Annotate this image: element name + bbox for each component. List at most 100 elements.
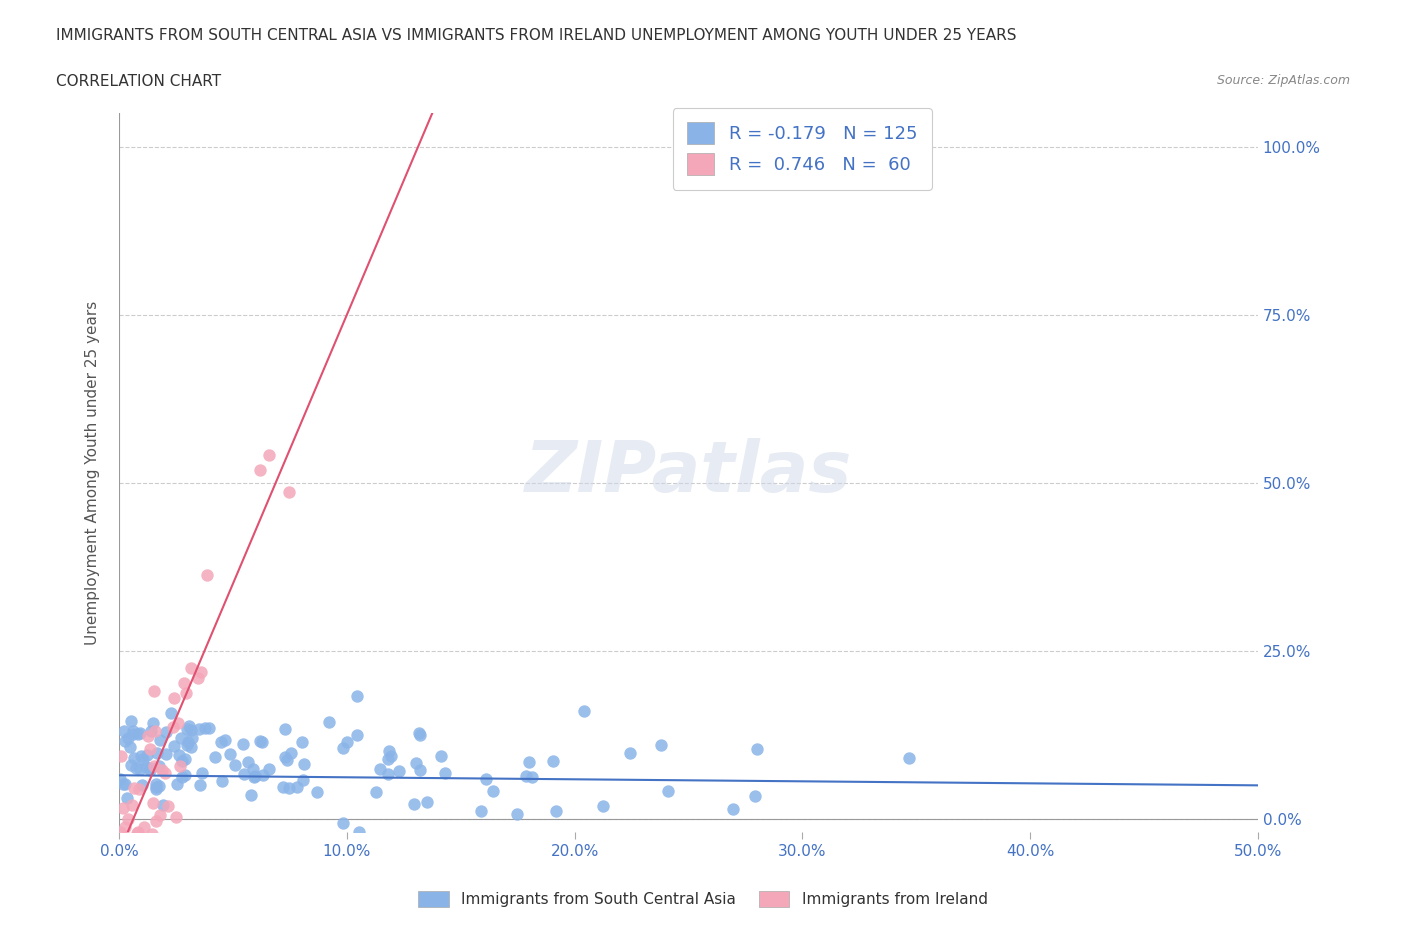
Point <box>149 732 172 747</box>
Point <box>592 798 614 813</box>
Point <box>112 845 135 860</box>
Point <box>115 830 138 845</box>
Point <box>122 751 145 765</box>
Point <box>190 665 212 680</box>
Point <box>515 768 537 783</box>
Point <box>165 809 187 824</box>
Point <box>204 749 226 764</box>
Point <box>170 730 193 745</box>
Point <box>249 734 271 749</box>
Point <box>170 753 193 768</box>
Point <box>157 799 180 814</box>
Point <box>169 758 191 773</box>
Point <box>274 749 297 764</box>
Point <box>132 819 155 834</box>
Point <box>145 777 167 791</box>
Point <box>148 845 170 860</box>
Point <box>127 825 149 840</box>
Point <box>143 845 166 860</box>
Point <box>136 845 159 860</box>
Point <box>238 754 260 769</box>
Point <box>110 845 132 860</box>
Point <box>276 752 298 767</box>
Text: CORRELATION CHART: CORRELATION CHART <box>56 74 221 89</box>
Point <box>232 737 254 751</box>
Point <box>142 715 165 730</box>
Point <box>122 724 145 738</box>
Point <box>150 763 173 777</box>
Point <box>181 731 204 746</box>
Point <box>166 777 188 791</box>
Point <box>336 735 359 750</box>
Point <box>180 739 202 754</box>
Point <box>280 746 302 761</box>
Point <box>404 797 426 812</box>
Point <box>174 767 197 782</box>
Point <box>332 816 354 830</box>
Point <box>505 806 527 821</box>
Point <box>176 737 198 752</box>
Point <box>409 763 432 777</box>
Point <box>318 714 340 729</box>
Point <box>180 723 202 737</box>
Point <box>129 725 152 740</box>
Point <box>132 751 155 766</box>
Point <box>252 768 274 783</box>
Point <box>257 447 280 462</box>
Point <box>155 747 177 762</box>
Point <box>149 807 172 822</box>
Point <box>160 706 183 721</box>
Point <box>141 827 163 842</box>
Point <box>170 769 193 784</box>
Text: IMMIGRANTS FROM SOUTH CENTRAL ASIA VS IMMIGRANTS FROM IRELAND UNEMPLOYMENT AMONG: IMMIGRANTS FROM SOUTH CENTRAL ASIA VS IM… <box>56 28 1017 43</box>
Point <box>152 845 174 860</box>
Point <box>187 671 209 685</box>
Point <box>243 769 266 784</box>
Point <box>122 781 145 796</box>
Point <box>257 762 280 777</box>
Point <box>111 845 134 860</box>
Point <box>274 722 297 737</box>
Point <box>572 703 595 718</box>
Point <box>292 773 315 788</box>
Point <box>243 769 266 784</box>
Point <box>145 814 167 829</box>
Point <box>112 801 135 816</box>
Point <box>277 485 299 499</box>
Point <box>139 741 162 756</box>
Point <box>142 684 165 698</box>
Point <box>305 784 328 799</box>
Point <box>897 751 920 765</box>
Point <box>129 845 152 860</box>
Point <box>285 779 308 794</box>
Point <box>118 739 141 754</box>
Point <box>167 748 190 763</box>
Point <box>131 748 153 763</box>
Point <box>224 757 246 772</box>
Point <box>162 720 184 735</box>
Point <box>145 746 167 761</box>
Point <box>408 725 430 740</box>
Point <box>117 790 139 805</box>
Point <box>405 756 427 771</box>
Point <box>128 761 150 776</box>
Text: ZIPatlas: ZIPatlas <box>524 438 852 508</box>
Point <box>110 845 132 860</box>
Point <box>332 740 354 755</box>
Point <box>155 765 177 780</box>
Point <box>174 686 197 701</box>
Point <box>271 779 294 794</box>
Point <box>177 735 200 750</box>
Point <box>250 735 273 750</box>
Point <box>110 825 132 840</box>
Point <box>135 759 157 774</box>
Point <box>747 741 769 756</box>
Point <box>162 739 184 754</box>
Point <box>167 716 190 731</box>
Point <box>209 735 232 750</box>
Point <box>239 788 262 803</box>
Point <box>380 748 402 763</box>
Point <box>197 720 219 735</box>
Point <box>211 774 233 789</box>
Point <box>120 845 142 860</box>
